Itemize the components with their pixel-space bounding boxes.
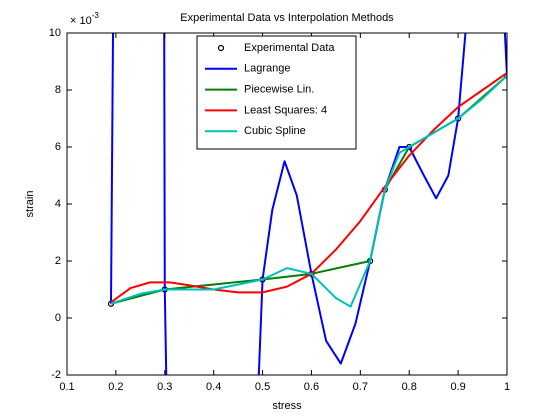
series-line xyxy=(110,72,507,304)
y-tick-label: 8 xyxy=(55,84,61,96)
y-tick-label: 2 xyxy=(55,255,61,267)
x-tick-label: 0.2 xyxy=(108,381,123,393)
y-multiplier-base: × 10 xyxy=(70,15,92,27)
legend-marker xyxy=(217,44,225,52)
chart-title: Experimental Data vs Interpolation Metho… xyxy=(180,12,394,24)
x-tick-label: 0.9 xyxy=(450,381,465,393)
y-multiplier: × 10-3 xyxy=(70,11,99,27)
x-axis-label: stress xyxy=(272,400,302,412)
legend-label: Lagrange xyxy=(244,63,291,75)
x-tick-label: 0.4 xyxy=(206,381,221,393)
legend-label: Piecewise Lin. xyxy=(244,84,314,96)
legend: Experimental Data Lagrange Piecewise Lin. L… xyxy=(196,35,357,150)
x-tick-label: 0.7 xyxy=(353,381,368,393)
y-tick-label: 4 xyxy=(55,198,61,210)
y-tick-label: -2 xyxy=(51,369,61,381)
y-tick-label: 0 xyxy=(55,312,61,324)
axes: 0.1 0.2 0.3 0.4 0.5 0.6 0.7 0.8 0.9 1 -2 0 2 4 6 8 10 xyxy=(49,27,510,393)
x-tick-label: 0.8 xyxy=(402,381,417,393)
y-axis-label: strain xyxy=(24,191,36,218)
legend-label: Least Squares: 4 xyxy=(244,104,327,116)
legend-label: Cubic Spline xyxy=(244,125,306,137)
y-tick-label: 10 xyxy=(49,27,61,39)
y-multiplier-exponent: -3 xyxy=(92,11,100,20)
legend-label: Experimental Data xyxy=(244,42,335,54)
x-tick-label: 1 xyxy=(504,381,510,393)
x-tick-label: 0.3 xyxy=(157,381,172,393)
x-tick-label: 0.6 xyxy=(304,381,319,393)
legend-box xyxy=(196,35,357,150)
series-line xyxy=(110,75,507,308)
plot-series xyxy=(107,33,507,375)
y-tick-label: 6 xyxy=(55,141,61,153)
x-tick-label: 0.1 xyxy=(59,381,74,393)
x-tick-label: 0.5 xyxy=(255,381,270,393)
